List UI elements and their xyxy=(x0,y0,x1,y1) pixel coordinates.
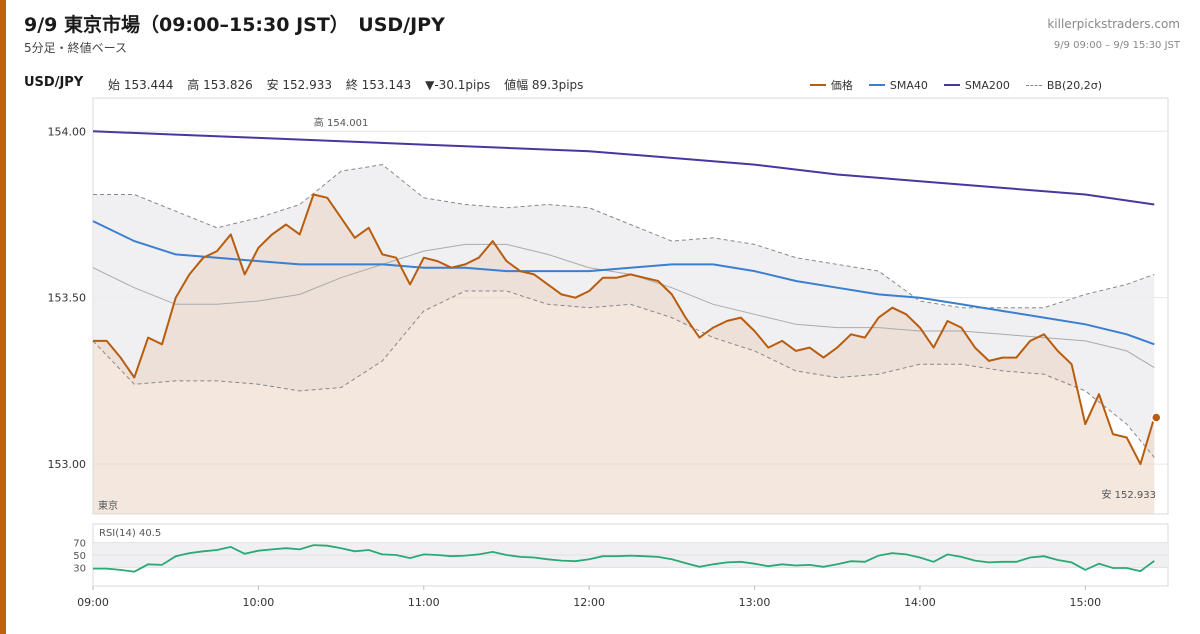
chart-legend: 価格 SMA40 SMA200 BB(20,2σ) xyxy=(809,77,1102,93)
x-tick-label: 12:00 xyxy=(573,596,605,609)
legend-item-bb[interactable]: BB(20,2σ) xyxy=(1025,77,1102,93)
legend-label-sma40: SMA40 xyxy=(889,78,928,92)
time-range: 9/9 09:00 – 9/9 15:30 JST xyxy=(1053,40,1180,51)
price-area-fill xyxy=(93,194,1155,514)
site-name[interactable]: killerpickstraders.com xyxy=(1047,17,1180,31)
legend-item-sma40[interactable]: SMA40 xyxy=(868,77,928,93)
accent-bar xyxy=(0,0,6,634)
close-stat: 終 153.143 xyxy=(345,78,412,92)
x-tick-label: 13:00 xyxy=(739,596,771,609)
price-line xyxy=(93,193,1156,466)
page-subtitle: 5分足・終値ベース xyxy=(24,41,128,55)
rsi-title: RSI(14) 40.5 xyxy=(99,528,161,539)
x-tick-label: 09:00 xyxy=(77,596,109,609)
y-tick-label: 154.00 xyxy=(48,125,87,138)
rsi-tick-label: 30 xyxy=(73,563,86,574)
legend-label-price: 価格 xyxy=(830,79,853,92)
last-price-marker[interactable] xyxy=(1151,412,1162,423)
rsi-line xyxy=(93,544,1155,573)
y-tick-label: 153.00 xyxy=(48,458,87,471)
x-tick-label: 11:00 xyxy=(408,596,440,609)
legend-swatch-bb xyxy=(1025,84,1042,86)
ohlc-stats: 始 153.444 高 153.826 安 152.933 終 153.143 … xyxy=(108,76,593,93)
bb-upper-line xyxy=(93,164,1155,309)
legend-item-price[interactable]: 価格 xyxy=(809,77,853,93)
session-label: 東京 xyxy=(98,499,118,512)
legend-swatch-sma200 xyxy=(943,84,960,86)
legend-label-sma200: SMA200 xyxy=(964,78,1010,92)
legend-swatch-price xyxy=(809,84,826,86)
open-stat: 始 153.444 xyxy=(108,78,174,92)
high-annotation: 高 154.001 xyxy=(314,116,369,129)
bb-lower-line xyxy=(92,290,1155,458)
change-stat: ▼-30.1pips xyxy=(425,78,491,92)
legend-label-bb: BB(20,2σ) xyxy=(1046,78,1102,92)
legend-swatch-sma40 xyxy=(868,84,885,86)
high-stat: 高 153.826 xyxy=(187,78,253,92)
page-title: 9/9 東京市場（09:00–15:30 JST） USD/JPY xyxy=(24,14,445,36)
sma200-line xyxy=(92,130,1155,206)
legend-item-sma200[interactable]: SMA200 xyxy=(943,77,1010,93)
rsi-tick-label: 50 xyxy=(73,551,86,562)
x-tick-label: 10:00 xyxy=(243,596,275,609)
symbol-label: USD/JPY xyxy=(24,75,84,90)
x-tick-label: 14:00 xyxy=(904,596,936,609)
rsi-tick-label: 70 xyxy=(73,539,86,550)
y-tick-label: 153.50 xyxy=(48,292,87,305)
low-annotation: 安 152.933 xyxy=(1101,488,1156,501)
low-stat: 安 152.933 xyxy=(266,78,333,92)
sma40-line xyxy=(92,220,1155,346)
x-tick-label: 15:00 xyxy=(1069,596,1101,609)
width-stat: 値幅 89.3pips xyxy=(504,78,584,92)
